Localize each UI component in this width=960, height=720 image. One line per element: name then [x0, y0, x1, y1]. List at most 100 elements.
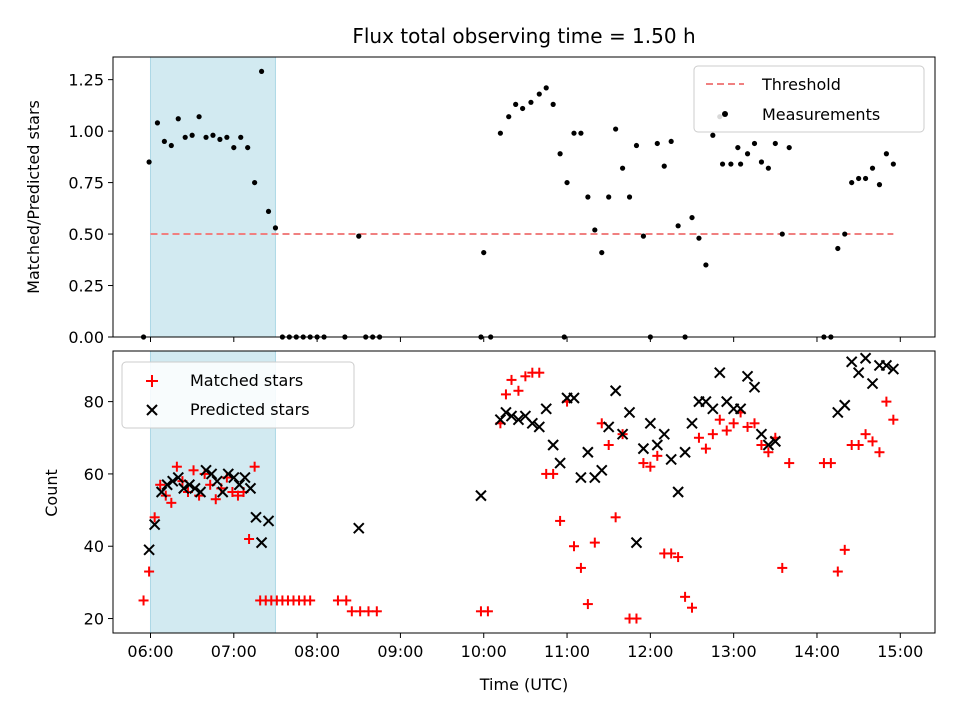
x-tick-label: 11:00	[544, 642, 590, 661]
predicted-star-point	[255, 536, 268, 549]
measurement-point	[744, 151, 751, 157]
matched-star-point	[149, 512, 160, 523]
top-axes-frame	[112, 56, 936, 338]
predicted-star-point	[839, 399, 851, 411]
measurement-point	[592, 227, 598, 233]
measurement-point	[224, 134, 230, 140]
predicted-stars-points	[143, 352, 900, 556]
measurement-point	[862, 175, 869, 182]
measurement-point	[626, 194, 633, 200]
predicted-star-point	[155, 486, 168, 498]
predicted-star-point	[353, 522, 365, 534]
observing-window-span	[149, 56, 276, 338]
predicted-star-point	[166, 475, 179, 487]
predicted-star-point	[148, 518, 161, 531]
legend-threshold-label: Threshold	[761, 75, 841, 94]
measurement-point	[758, 159, 765, 165]
y-tick-label: 0.25	[68, 277, 104, 296]
measurement-point	[154, 120, 161, 126]
matched-star-point	[707, 429, 718, 440]
predicted-star-point	[172, 471, 184, 484]
top-legend-box	[693, 65, 925, 133]
matched-star-point	[589, 537, 600, 548]
predicted-star-point	[568, 392, 580, 404]
matched-star-point	[645, 461, 656, 472]
matched-star-point	[853, 440, 864, 450]
predicted-star-point	[475, 489, 487, 502]
matched-star-point	[721, 425, 732, 436]
top-legend: Threshold Measurements	[693, 65, 925, 133]
predicted-star-point	[637, 442, 650, 455]
measurement-point	[564, 179, 570, 186]
matched-star-point	[881, 396, 892, 407]
matched-star-point	[742, 421, 753, 432]
matched-star-point	[155, 479, 166, 490]
predicted-star-point	[582, 446, 594, 458]
measurement-point	[175, 116, 181, 122]
matched-star-point	[575, 562, 586, 573]
measurement-point	[765, 165, 771, 171]
y-tick-label: 0.00	[68, 328, 104, 347]
predicted-star-point	[250, 511, 262, 524]
bottom-axes-frame	[112, 350, 936, 634]
predicted-star-point	[494, 413, 507, 426]
measurement-point	[696, 235, 702, 241]
predicted-star-point	[239, 471, 251, 484]
matched-star-point	[763, 447, 774, 458]
matched-star-point	[138, 595, 149, 606]
matched-star-point	[749, 418, 760, 429]
measurement-point	[689, 214, 695, 221]
legend-matched-swatch	[146, 375, 158, 387]
matched-star-point	[867, 436, 878, 447]
y-tick-label: 1.00	[68, 122, 104, 141]
measurement-point	[856, 175, 862, 182]
predicted-star-point	[755, 428, 768, 440]
x-tick-label: 09:00	[377, 642, 423, 661]
predicted-star-point	[161, 479, 173, 491]
measurement-point	[619, 165, 626, 171]
measurement-point	[520, 105, 526, 112]
measurement-point	[557, 151, 563, 157]
matched-star-point	[638, 458, 649, 469]
measurement-point	[536, 91, 542, 97]
predicted-star-point	[189, 482, 201, 495]
legend-matched-label: Matched stars	[190, 371, 303, 390]
measurement-point	[272, 225, 279, 231]
measurement-point	[210, 132, 216, 138]
measurement-point	[654, 140, 660, 147]
matched-star-point	[693, 432, 704, 443]
matched-star-point	[171, 461, 182, 472]
matched-star-point	[680, 591, 691, 602]
measurement-point	[640, 233, 647, 239]
predicted-star-point	[216, 486, 229, 498]
x-tick-label: 13:00	[711, 642, 757, 661]
predicted-star-point	[533, 421, 545, 433]
top-x-ticks	[149, 337, 901, 342]
bottom-y-ticks: 20 40 60 80	[84, 393, 113, 629]
measurement-point	[606, 194, 612, 200]
predicted-star-point	[596, 464, 608, 477]
measurement-point	[883, 151, 890, 157]
measurement-point	[528, 99, 534, 105]
y-tick-label: 0.75	[68, 174, 104, 193]
measurement-point	[703, 262, 709, 268]
measurement-point	[497, 130, 503, 136]
top-y-ticks: 0.00 0.25 0.50 0.75 1.00 1.25	[68, 71, 113, 347]
predicted-star-point	[741, 370, 754, 383]
matched-star-point	[144, 566, 155, 577]
measurement-point	[245, 144, 251, 151]
matched-star-point	[520, 371, 531, 382]
predicted-star-point	[679, 446, 691, 458]
predicted-star-point	[575, 471, 587, 484]
predicted-star-point	[852, 366, 865, 379]
predicted-star-point	[200, 464, 212, 477]
matched-star-point	[341, 595, 352, 606]
measurement-point	[189, 132, 195, 138]
predicted-star-point	[211, 475, 223, 487]
matched-star-point	[555, 515, 566, 526]
measurement-point	[661, 163, 667, 169]
matched-star-point	[756, 440, 767, 450]
measurement-point	[710, 132, 716, 138]
y-tick-label: 40	[84, 537, 104, 556]
matched-star-point	[673, 552, 684, 563]
